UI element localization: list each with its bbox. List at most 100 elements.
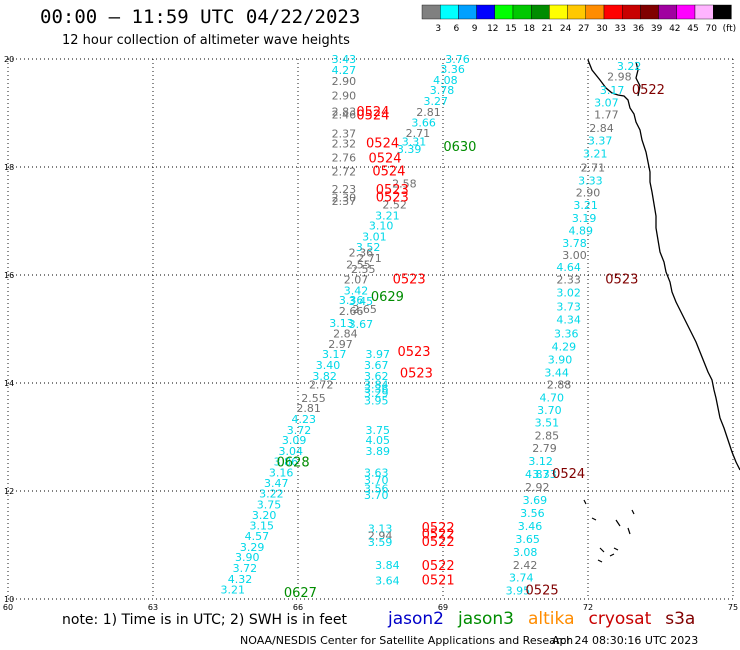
coastline-north: [635, 61, 641, 97]
swh-value: 4.08: [433, 74, 458, 87]
swh-value: 4.64: [556, 261, 581, 274]
swh-value: 2.81: [416, 106, 441, 119]
swh-value: 4.32: [228, 573, 253, 586]
swh-value: 3.67: [349, 318, 374, 331]
legend-label: 18: [523, 24, 535, 34]
legend-label: 24: [560, 24, 572, 34]
legend-label: 30: [596, 24, 608, 34]
pass-time: 0524: [368, 152, 401, 167]
swh-value: 4.23: [292, 413, 317, 426]
swh-value: 3.78: [430, 84, 455, 97]
swh-value: 2.84: [333, 328, 358, 341]
swh-value: 4.87: [525, 468, 550, 481]
swh-value: 2.94: [368, 530, 393, 543]
swh-value: 2.07: [344, 274, 369, 287]
lat-tick-label: 10: [4, 595, 14, 604]
observation-labels: 3.434.272.902.902.832.462.372.322.762.72…: [221, 53, 642, 598]
footnote: note: 1) Time is in UTC; 2) SWH is in fe…: [62, 612, 348, 628]
swh-value: 3.15: [250, 519, 275, 532]
swh-value: 2.84: [589, 122, 614, 135]
swh-value: 3.42: [344, 284, 369, 297]
pass-time: 0522: [422, 521, 455, 536]
swh-value: 3.22: [259, 487, 284, 500]
swh-value: 3.21: [375, 209, 400, 222]
swh-value: 2.92: [525, 481, 550, 494]
swh-value: 2.37: [332, 127, 357, 140]
swh-value: 3.20: [252, 509, 277, 522]
swh-value: 3.36: [364, 383, 389, 396]
color-legend: 3 6 9 12 15 18 21 24 27 30 33 36 39 42 45 70 (ft): [421, 4, 737, 34]
map-subtitle: 12 hour collection of altimeter wave hei…: [62, 33, 350, 48]
swh-value: 3.45: [349, 295, 374, 308]
swh-value: 2.72: [332, 166, 357, 179]
swh-value: 3.33: [578, 174, 603, 187]
swh-value: 4.70: [540, 391, 565, 404]
swh-value: 3.89: [366, 445, 391, 458]
swh-value: 3.22: [617, 60, 642, 73]
swh-value: 3.04: [279, 445, 304, 458]
pass-time: 0521: [422, 573, 455, 588]
lat-tick-label: 14: [4, 379, 14, 388]
sat-jason2: jason2: [388, 609, 444, 629]
swh-value: 3.21: [221, 584, 246, 597]
swh-value: 3.73: [556, 301, 581, 314]
swh-value: 3.10: [369, 220, 394, 233]
swh-value: 2.71: [406, 127, 431, 140]
swh-value: 3.78: [562, 237, 587, 250]
legend-label: 70: [705, 24, 717, 34]
swh-value: 3.33: [532, 468, 557, 481]
coastline-islands: [583, 499, 635, 563]
map-grid: 60 63 66 69 72 75 10 12 14 16 18 20: [3, 55, 738, 610]
swh-value: 3.70: [364, 489, 389, 502]
swh-value: 3.21: [573, 199, 598, 212]
swh-value: 3.69: [523, 494, 548, 507]
swh-value: 3.07: [594, 97, 619, 110]
swh-value: 2.36: [349, 247, 374, 260]
swh-value: 1.77: [594, 108, 619, 121]
pass-time: 0524: [366, 137, 399, 152]
swh-value: 2.55: [351, 263, 376, 276]
satellite-legend: jason2 jason3 altika cryosat s3a: [388, 609, 709, 629]
map-title: 00:00 – 11:59 UTC 04/22/2023: [40, 6, 361, 28]
swh-value: 3.70: [537, 404, 562, 417]
lon-tick-label: 72: [583, 603, 593, 610]
swh-value: 3.90: [548, 354, 573, 367]
swh-value: 3.75: [366, 424, 391, 437]
swh-value: 3.13: [368, 523, 393, 536]
swh-value: 3.56: [520, 507, 545, 520]
legend-swatch: [713, 4, 732, 20]
pass-time: 0627: [284, 586, 317, 601]
pass-time: 0524: [356, 105, 389, 120]
swh-value: 4.05: [366, 434, 391, 447]
swh-value: 3.59: [368, 536, 393, 549]
swh-value: 2.23: [332, 183, 357, 196]
swh-value: 4.57: [245, 530, 270, 543]
swh-value: 2.58: [392, 178, 417, 191]
legend-label: 33: [614, 24, 625, 34]
swh-value: 3.95: [364, 395, 389, 408]
swh-value: 3.17: [322, 348, 347, 361]
swh-value: 3.46: [518, 520, 543, 533]
swh-value: 3.29: [240, 541, 265, 554]
lat-tick-label: 20: [4, 55, 14, 64]
sat-cryosat: cryosat: [588, 609, 652, 629]
swh-value: 2.33: [556, 274, 581, 287]
swh-value: 4.34: [556, 314, 581, 327]
legend-label: 15: [505, 24, 516, 34]
swh-value: 2.55: [301, 392, 326, 405]
swh-value: 4.27: [332, 64, 357, 77]
swh-value: 2.83: [332, 106, 357, 119]
swh-value: 3.86: [274, 456, 299, 469]
swh-value: 2.76: [332, 152, 357, 165]
legend-label: 12: [487, 24, 498, 34]
legend-unit: (ft): [723, 24, 737, 34]
swh-value: 3.51: [535, 417, 560, 430]
swh-value: 3.36: [554, 328, 579, 341]
lon-tick-label: 66: [293, 603, 303, 610]
swh-value: 3.44: [544, 367, 569, 380]
swh-value: 3.70: [364, 474, 389, 487]
pass-time: 0522: [422, 535, 455, 550]
swh-value: 3.75: [257, 498, 282, 511]
swh-value: 3.40: [316, 359, 341, 372]
swh-value: 3.62: [364, 370, 389, 383]
